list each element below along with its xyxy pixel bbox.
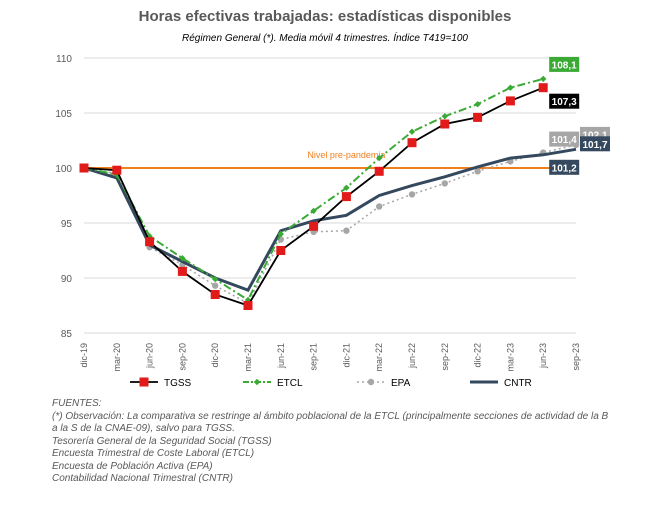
end-value-label: 101,7: [580, 136, 610, 152]
y-tick-label: 90: [61, 274, 73, 285]
data-point: [276, 246, 286, 255]
data-point: [343, 227, 350, 234]
data-point: [408, 128, 416, 135]
x-tick-label: sep-23: [571, 343, 581, 371]
end-value-text: 108,1: [552, 60, 577, 71]
end-value-label: 101,2: [549, 159, 580, 175]
series-line: [83, 77, 544, 302]
legend-label: TGSS: [164, 378, 192, 389]
legend-marker: [139, 377, 149, 387]
end-value-text: 101,4: [552, 135, 577, 146]
x-tick-label: mar-21: [243, 343, 253, 372]
data-point: [310, 207, 317, 215]
data-point: [212, 275, 219, 283]
legend-label: ETCL: [277, 378, 303, 389]
x-tick-label: jun-20: [145, 343, 155, 369]
series-tgss: [79, 83, 548, 310]
chart-title: Horas efectivas trabajadas: estadísticas…: [138, 8, 512, 25]
data-point: [505, 96, 515, 106]
data-point: [179, 255, 186, 262]
data-point: [243, 301, 253, 310]
chart-subtitle: Régimen General (*). Media móvil 4 trime…: [182, 33, 468, 44]
data-point: [376, 154, 383, 162]
x-tick-label: dic-20: [210, 343, 220, 368]
x-tick-label: jun-23: [538, 343, 548, 369]
end-value-label: 101,4: [549, 131, 580, 147]
data-point: [277, 230, 284, 238]
data-point: [440, 119, 450, 129]
source-cntr: Contabilidad Nacional Trimestral (CNTR): [52, 473, 233, 484]
x-tick-label: mar-22: [374, 343, 384, 372]
notes-observation: (*) Observación: La comparativa se restr…: [52, 410, 609, 435]
y-tick-label: 100: [55, 164, 72, 175]
line-chart: 85 90 95 100 105 110 dic-19 mar-20 jun-20 sep-20 d…: [55, 54, 610, 389]
series-line: [83, 147, 577, 292]
end-value-box: [580, 136, 610, 152]
source-tgss: Tesorería General de la Seguridad Social…: [52, 435, 272, 447]
legend-item-cntr: CNTR: [470, 378, 532, 389]
data-point: [441, 180, 448, 187]
legend-item-tgss: TGSS: [130, 377, 192, 389]
data-point: [376, 203, 383, 210]
data-point: [309, 221, 319, 231]
end-value-text: 107,3: [552, 97, 577, 108]
series-etcl: [80, 75, 547, 304]
data-point: [145, 237, 155, 247]
legend-label: CNTR: [504, 378, 532, 389]
data-point: [343, 184, 350, 191]
y-tick-label: 85: [61, 329, 73, 340]
end-value-box: [549, 93, 580, 109]
end-value-label: 107,3: [549, 93, 580, 109]
data-point: [540, 75, 547, 83]
data-point: [112, 165, 122, 175]
end-value-text: 102,1: [582, 130, 607, 141]
legend-label: EPA: [391, 378, 411, 389]
x-tick-label: mar-23: [505, 343, 515, 372]
legend-item-epa: EPA: [357, 378, 411, 389]
x-tick-label: jun-21: [276, 343, 286, 369]
end-value-box: [549, 56, 580, 72]
data-point: [79, 163, 89, 173]
y-tick-label: 105: [55, 109, 72, 120]
source-etcl: Encuesta Trimestral de Coste Laboral (ET…: [52, 448, 255, 459]
end-value-text: 101,2: [552, 163, 577, 174]
legend-marker: [367, 378, 375, 386]
source-epa: Encuesta de Población Activa (EPA): [52, 460, 213, 472]
series-cntr: [83, 147, 577, 292]
legend-item-etcl: ETCL: [243, 378, 303, 389]
data-point: [473, 112, 483, 122]
data-point: [210, 290, 220, 299]
end-value-text: 101,7: [582, 140, 607, 151]
y-tick-label: 95: [61, 219, 73, 230]
data-point: [212, 282, 219, 289]
data-point: [408, 191, 416, 198]
data-point: [177, 266, 187, 276]
end-value-box: [549, 131, 580, 147]
x-tick-label: dic-21: [341, 343, 351, 368]
sources-notes: FUENTES: (*) Observación: La comparativa…: [52, 398, 612, 486]
data-point: [474, 101, 481, 108]
reference-line-label: Nivel pre-pandemia: [307, 150, 385, 160]
end-value-box: [549, 159, 580, 175]
x-tick-label: sep-22: [440, 343, 450, 371]
data-point: [441, 113, 448, 120]
x-tick-label: jun-22: [407, 343, 417, 369]
data-point: [538, 83, 548, 93]
x-tick-label: mar-20: [112, 343, 122, 372]
data-point: [507, 84, 514, 91]
end-value-label: 108,1: [549, 56, 580, 72]
data-point: [374, 166, 384, 176]
x-tick-label: dic-22: [473, 343, 483, 368]
data-point: [407, 138, 417, 148]
y-tick-label: 110: [56, 54, 72, 65]
data-point: [244, 296, 252, 304]
data-point: [474, 168, 481, 175]
x-tick-label: sep-21: [309, 343, 319, 371]
x-tick-label: dic-19: [79, 343, 89, 368]
x-tick-label: sep-20: [177, 343, 187, 371]
notes-heading: FUENTES:: [52, 398, 102, 409]
data-point: [341, 192, 351, 202]
legend-marker: [253, 378, 261, 386]
series-epa: [80, 141, 580, 307]
